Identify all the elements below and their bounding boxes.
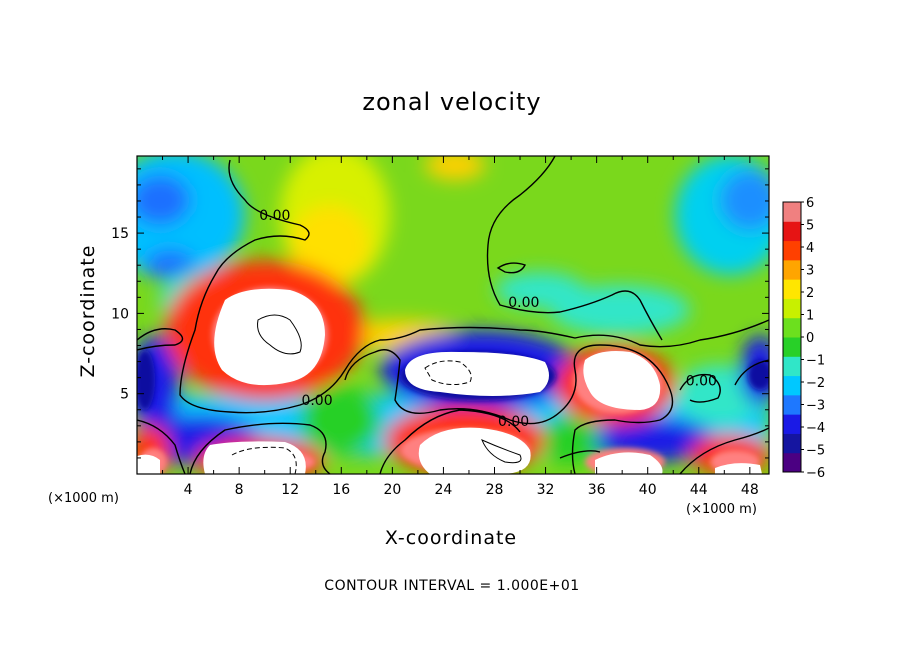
colorbar-tick-label: −2 — [806, 376, 825, 391]
colorbar-swatch — [783, 259, 801, 280]
z-unit-label: (×1000 m) — [48, 491, 119, 506]
chart-title: zonal velocity — [362, 88, 542, 116]
colorbar-swatch — [783, 375, 801, 396]
x-tick-label: 32 — [537, 482, 555, 498]
contour-label: 0.00 — [508, 295, 539, 311]
x-tick-label: 24 — [435, 482, 453, 498]
colorbar — [782, 201, 802, 473]
colorbar-tick-label: 2 — [806, 286, 814, 301]
colorbar-tick-label: −4 — [806, 421, 825, 436]
colorbar-tick-label: −6 — [806, 466, 825, 481]
contour-label: 0.00 — [259, 208, 290, 224]
plot-frame — [136, 155, 770, 475]
colorbar-swatch — [783, 279, 801, 299]
colorbar-swatch — [783, 414, 801, 434]
colorbar-tick-label: −1 — [806, 354, 825, 369]
colorbar-swatch — [783, 356, 801, 377]
colorbar-swatch — [783, 452, 801, 473]
colorbar-tick-label: 0 — [806, 331, 814, 346]
velocity-field — [137, 156, 769, 474]
colorbar-tick-label: 3 — [806, 264, 814, 279]
x-tick-label: 8 — [235, 482, 244, 498]
x-tick-label: 40 — [639, 482, 657, 498]
colorbar-tick-label: 6 — [806, 196, 814, 211]
y-tick-label: 15 — [111, 226, 129, 242]
colorbar-swatch — [783, 317, 801, 338]
x-tick-label: 44 — [690, 482, 708, 498]
x-tick-label: 20 — [383, 482, 401, 498]
colorbar-tick-label: 4 — [806, 241, 814, 256]
x-tick-label: 16 — [332, 482, 350, 498]
colorbar-swatch — [783, 337, 801, 357]
x-tick-label: 4 — [184, 482, 193, 498]
colorbar-tick-label: −5 — [806, 444, 825, 459]
contour-label: 0.00 — [301, 393, 332, 409]
colorbar-swatch — [783, 298, 801, 319]
x-tick-label: 48 — [741, 482, 759, 498]
contour-label: 0.00 — [498, 414, 529, 430]
y-tick-label: 5 — [120, 387, 129, 403]
x-tick-label: 28 — [486, 482, 504, 498]
colorbar-swatch — [783, 394, 801, 415]
colorbar-swatch — [783, 240, 801, 261]
contour-interval-note: CONTOUR INTERVAL = 1.000E+01 — [324, 578, 580, 594]
x-tick-label: 12 — [281, 482, 299, 498]
x-axis-label: X-coordinate — [384, 527, 518, 549]
colorbar-swatch — [783, 433, 801, 454]
colorbar-tick-label: 1 — [806, 309, 814, 324]
contour-label: 0.00 — [686, 374, 717, 390]
y-tick-label: 10 — [111, 306, 129, 322]
x-unit-label: (×1000 m) — [686, 502, 757, 517]
x-tick-label: 36 — [588, 482, 606, 498]
colorbar-swatch — [783, 202, 801, 222]
colorbar-tick-label: 5 — [806, 219, 814, 234]
colorbar-swatch — [783, 221, 801, 242]
colorbar-tick-label: −3 — [806, 399, 825, 414]
